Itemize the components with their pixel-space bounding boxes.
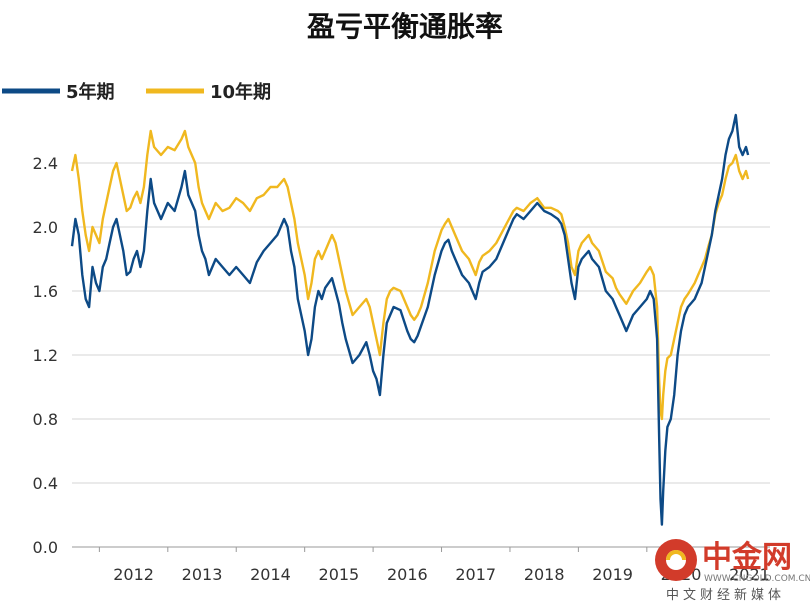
x-tick-label: 2021 [729, 565, 770, 584]
series-line-10y [70, 129, 750, 421]
y-tick-label: 2.0 [33, 218, 58, 237]
watermark-url: WWW.CNGOLD.COM.CN [704, 574, 810, 584]
watermark: 中金网 WWW.CNGOLD.COM.CN 中文财经新媒体 [655, 539, 810, 603]
y-tick-label: 0.8 [33, 410, 58, 429]
watermark-logo-swoosh [666, 550, 686, 561]
legend-label-10y: 10年期 [210, 81, 271, 103]
x-tick-label: 2017 [455, 565, 496, 584]
y-tick-label: 1.6 [33, 282, 58, 301]
chart-title: 盈亏平衡通胀率 [307, 10, 503, 43]
x-axis-ticks: 2012201320142015201620172018201920202021 [98, 547, 770, 584]
x-tick-label: 2012 [113, 565, 154, 584]
watermark-subtitle: 中文财经新媒体 [666, 587, 785, 603]
y-axis-ticks: 0.0 0.4 0.8 1.2 1.6 2.0 2.4 [33, 154, 58, 557]
gridlines [72, 162, 770, 548]
x-tick-label: 2019 [592, 565, 633, 584]
y-tick-label: 0.0 [33, 538, 58, 557]
x-tick-label: 2015 [319, 565, 360, 584]
legend: 5年期 10年期 [2, 81, 271, 103]
watermark-brand: 中金网 [702, 540, 792, 575]
x-tick-label: 2018 [524, 565, 565, 584]
x-tick-label: 2014 [250, 565, 291, 584]
y-tick-label: 2.4 [33, 154, 58, 173]
x-tick-label: 2013 [182, 565, 223, 584]
y-tick-label: 0.4 [33, 474, 58, 493]
series-line-5y [70, 113, 750, 526]
legend-label-5y: 5年期 [66, 81, 115, 103]
y-tick-label: 1.2 [33, 346, 58, 365]
x-tick-label: 2016 [387, 565, 428, 584]
